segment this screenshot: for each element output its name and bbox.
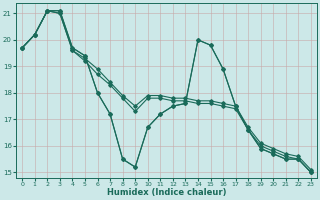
X-axis label: Humidex (Indice chaleur): Humidex (Indice chaleur) (107, 188, 226, 197)
